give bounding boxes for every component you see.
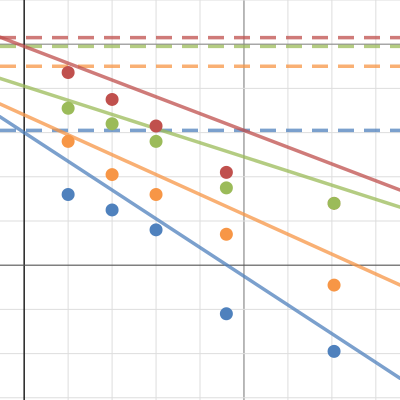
data-point-s2-2 [105,117,119,131]
fit-line-1 [0,35,400,192]
data-point-s4-4 [219,307,233,321]
fit-lines [0,35,400,380]
data-point-s3-3 [149,187,163,201]
fit-line-3 [0,102,400,287]
data-point-s1-2 [105,92,119,106]
fit-line-4 [0,115,400,380]
data-point-s4-5 [327,344,341,358]
fit-line-2 [0,76,400,209]
data-point-s2-4 [219,181,233,195]
data-point-s3-2 [105,168,119,182]
data-point-s4-3 [149,223,163,237]
data-point-s1-4 [219,165,233,179]
data-point-s2-1 [61,101,75,115]
data-point-s2-3 [149,134,163,148]
data-point-s1-1 [61,65,75,79]
data-point-s4-1 [61,187,75,201]
data-point-s3-1 [61,134,75,148]
data-point-s1-3 [149,119,163,133]
data-points [61,65,341,358]
data-point-s3-5 [327,278,341,292]
data-point-s3-4 [219,227,233,241]
data-point-s2-5 [327,196,341,210]
data-point-s4-2 [105,203,119,217]
